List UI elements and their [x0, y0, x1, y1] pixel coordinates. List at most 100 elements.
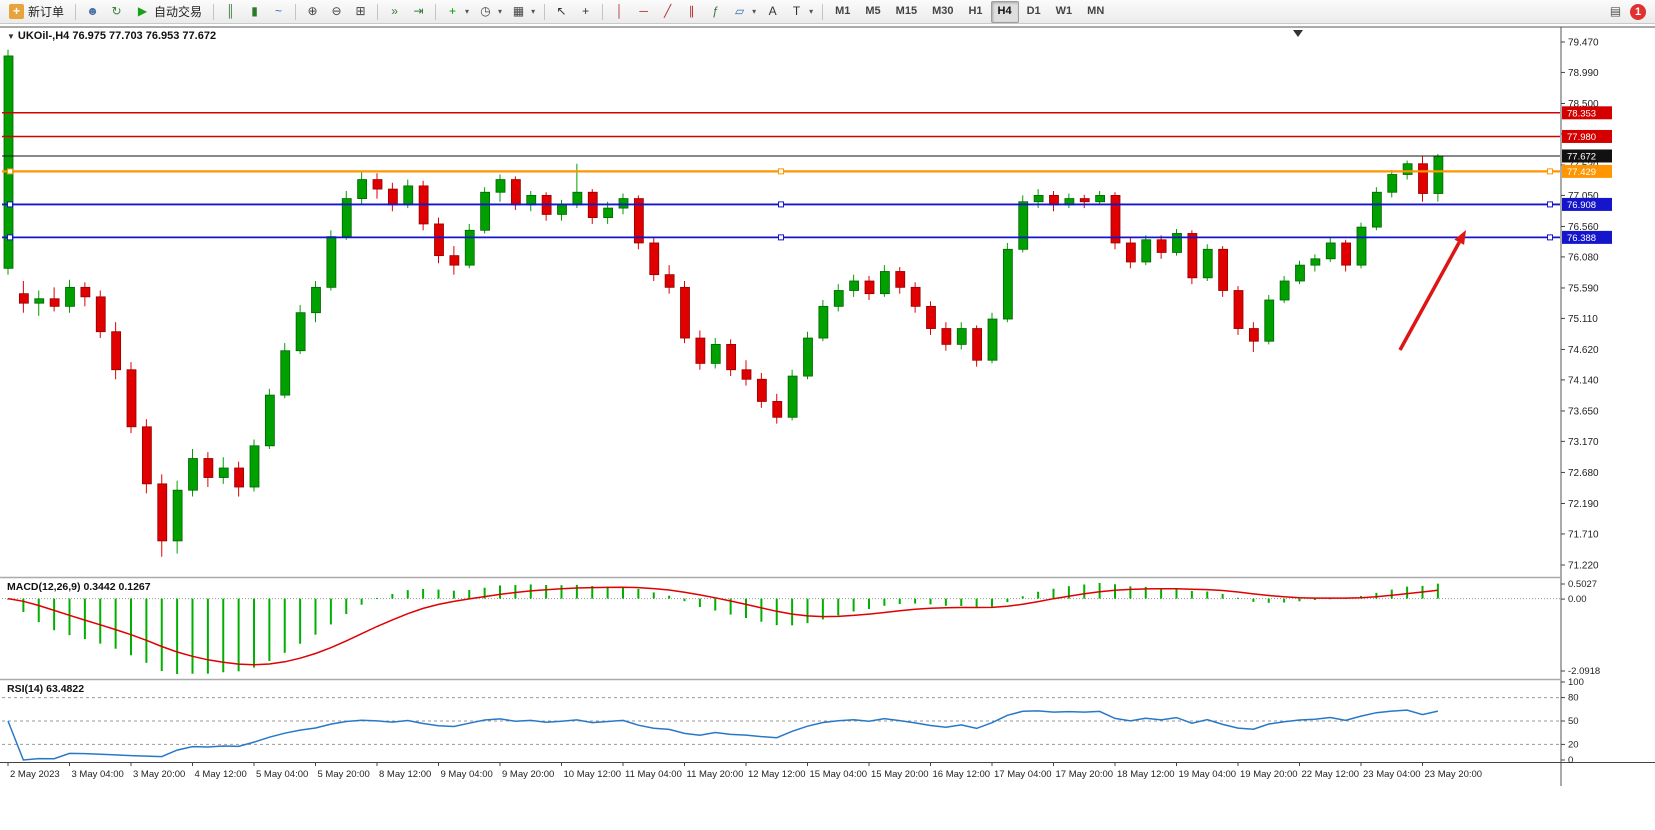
macd-histogram-bar: [868, 598, 870, 610]
timeframe-h1-button[interactable]: H1: [968, 4, 983, 17]
chart-shift-marker[interactable]: [1293, 30, 1303, 37]
candle-body: [1033, 195, 1044, 203]
price-tick-label: 72.680: [1568, 468, 1599, 479]
line-handle[interactable]: [778, 201, 784, 208]
candlestick-button[interactable]: ▮: [243, 0, 266, 24]
chevron-down-icon[interactable]: ▾: [498, 7, 503, 16]
line-chart-button[interactable]: ~: [267, 0, 290, 24]
price-level-badge-text: 77.980: [1567, 132, 1596, 143]
new-order-button[interactable]: + 新订单: [3, 0, 70, 24]
auto-scroll-button[interactable]: »: [383, 0, 406, 24]
line-handle[interactable]: [778, 168, 784, 175]
vertical-line-icon: │: [615, 4, 624, 18]
trend-arrow-head[interactable]: [1454, 230, 1466, 245]
candle-body: [987, 318, 998, 361]
trend-arrow-annotation[interactable]: [1398, 241, 1461, 351]
macd-histogram-bar: [1160, 588, 1163, 599]
line-handle[interactable]: [7, 168, 13, 175]
price-tick-label: 77.050: [1568, 191, 1599, 202]
candle-body: [480, 191, 491, 231]
price-level-badge: [1562, 129, 1612, 143]
timeframe-m30-button[interactable]: M30: [932, 4, 954, 17]
cursor-button[interactable]: ↖: [550, 0, 573, 24]
macd-histogram-bar: [1067, 586, 1070, 599]
shapes-button[interactable]: ▱ ▾: [728, 0, 760, 24]
macd-histogram-bar: [991, 598, 993, 607]
macd-histogram-bar: [1190, 590, 1193, 599]
chevron-down-icon[interactable]: ▾: [752, 7, 757, 16]
periods-button[interactable]: ◷ ▾: [474, 0, 506, 24]
line-handle[interactable]: [1547, 168, 1553, 175]
timeframe-d1-button[interactable]: D1: [1026, 4, 1041, 17]
macd-histogram-bar: [1021, 596, 1024, 599]
candlestick-icon: ▮: [251, 4, 258, 18]
line-handle[interactable]: [7, 201, 13, 208]
line-handle[interactable]: [1547, 201, 1553, 208]
chevron-down-icon[interactable]: ▾: [465, 7, 470, 16]
refresh-button[interactable]: ↻: [105, 0, 128, 24]
time-axis-label: 17 May 20:00: [1056, 769, 1114, 780]
candle-body: [65, 286, 75, 307]
text-button[interactable]: A: [761, 0, 784, 24]
macd-histogram-bar: [99, 598, 102, 644]
time-axis-label: 19 May 20:00: [1240, 769, 1298, 780]
chevron-down-icon[interactable]: ▾: [809, 7, 814, 16]
channel-button[interactable]: ∥: [680, 0, 703, 24]
time-axis-label: 5 May 20:00: [318, 769, 370, 780]
zoom-out-button[interactable]: ⊖: [325, 0, 348, 24]
timeframe-h4-button[interactable]: H4: [990, 0, 1019, 23]
arrows-button[interactable]: T ▾: [785, 0, 817, 24]
price-tick-label: 79.470: [1568, 38, 1599, 49]
chart-shift-button[interactable]: ⇥: [407, 0, 430, 24]
candle-body: [803, 337, 813, 377]
price-tick-label: 73.170: [1568, 437, 1599, 448]
timeframe-m5-button[interactable]: M5: [865, 4, 881, 17]
rsi-axis-label: 0: [1568, 755, 1573, 766]
tile-windows-button[interactable]: ⊞: [349, 0, 372, 24]
trendline-button[interactable]: ╱: [656, 0, 679, 24]
macd-histogram-bar: [422, 588, 425, 599]
price-tick-label: 71.710: [1568, 529, 1599, 540]
candle-body: [188, 458, 198, 491]
candle-body: [1279, 280, 1290, 301]
timeframe-m1-button[interactable]: M1: [835, 4, 851, 17]
time-axis-label: 11 May 20:00: [687, 769, 744, 780]
zoom-in-button[interactable]: ⊕: [301, 0, 324, 24]
timeframe-m15-button[interactable]: M15: [895, 4, 918, 17]
profile-button[interactable]: ☻: [81, 0, 104, 24]
candle-body: [126, 369, 137, 428]
candle-body: [756, 378, 767, 402]
vertical-line-button[interactable]: │: [608, 0, 631, 24]
candle-body: [833, 290, 844, 307]
indicators-add-button[interactable]: + ▾: [441, 0, 473, 24]
macd-histogram-bar: [222, 598, 225, 673]
line-handle[interactable]: [778, 234, 784, 241]
chevron-down-icon[interactable]: ▾: [531, 7, 536, 16]
price-level-badge: [1562, 164, 1612, 178]
fibonacci-icon: ƒ: [712, 4, 719, 18]
candle-body: [1141, 239, 1152, 263]
chart-menu-triangle-icon[interactable]: ▼: [7, 32, 15, 41]
macd-histogram-bar: [1237, 597, 1239, 599]
horizontal-line-button[interactable]: ─: [632, 0, 655, 24]
macd-histogram-bar: [898, 598, 901, 604]
fibonacci-button[interactable]: ƒ: [704, 0, 727, 24]
templates-button[interactable]: ▦ ▾: [507, 0, 539, 24]
time-axis-label: 11 May 04:00: [625, 769, 682, 780]
autotrade-button[interactable]: ▶ 自动交易: [129, 0, 208, 24]
line-handle[interactable]: [7, 234, 13, 241]
time-axis-label: 9 May 20:00: [502, 769, 554, 780]
rsi-axis-label: 50: [1568, 716, 1579, 727]
timeframe-mn-button[interactable]: MN: [1087, 4, 1105, 17]
new-order-icon: +: [9, 4, 24, 19]
crosshair-button[interactable]: +: [574, 0, 597, 24]
notification-badge[interactable]: 1: [1630, 3, 1646, 20]
timeframe-w1-button[interactable]: W1: [1055, 4, 1073, 17]
macd-axis-label: 0.00: [1568, 594, 1587, 605]
windows-button[interactable]: ▤: [1604, 0, 1627, 24]
macd-histogram-bar: [1313, 598, 1316, 601]
bar-chart-button[interactable]: ║: [219, 0, 242, 24]
line-handle[interactable]: [1547, 234, 1553, 241]
time-axis-label: 3 May 04:00: [72, 769, 124, 780]
